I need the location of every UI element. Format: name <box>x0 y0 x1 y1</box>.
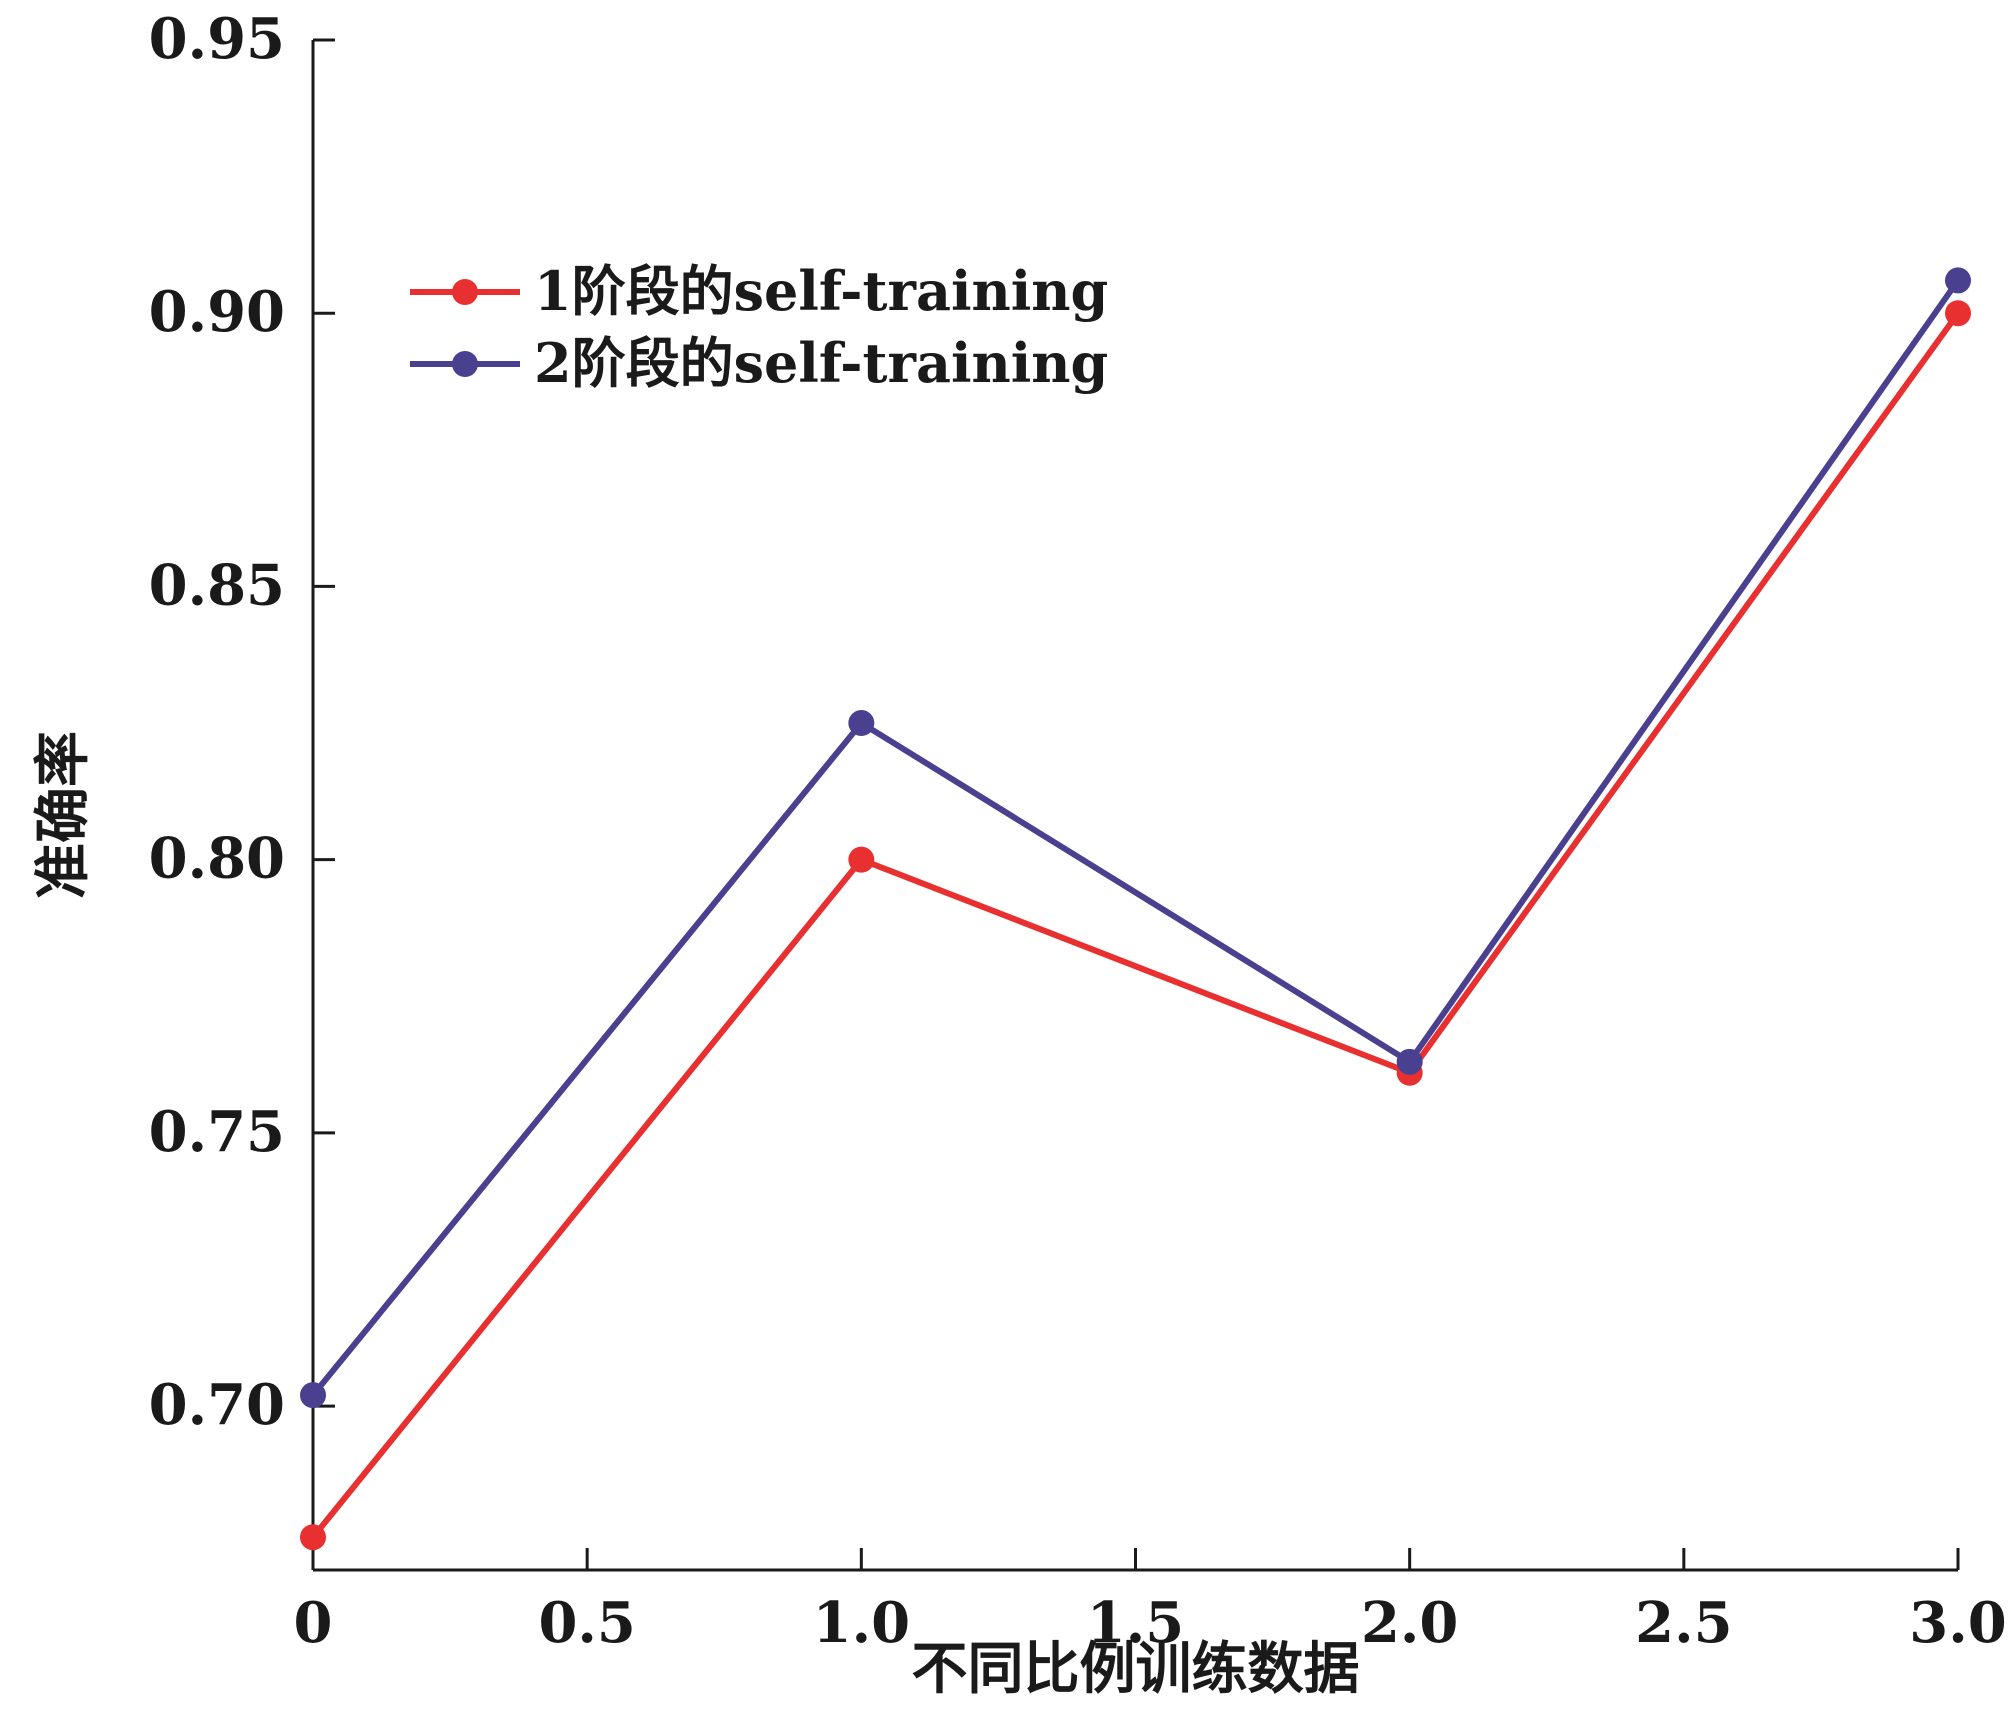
y-tick-label: 0.70 <box>149 1372 285 1438</box>
data-point <box>848 710 875 737</box>
x-tick-label: 0.5 <box>538 1590 635 1656</box>
data-point <box>300 1524 326 1551</box>
x-tick-label: 1.0 <box>813 1590 910 1656</box>
data-point <box>300 1382 326 1409</box>
legend-marker <box>452 351 478 377</box>
x-tick-label: 1.5 <box>1087 1590 1184 1656</box>
data-point <box>848 846 875 873</box>
legend-label: 1阶段的self-training <box>534 259 1108 323</box>
series-layer <box>300 267 1971 1551</box>
data-point <box>1945 300 1971 327</box>
x-tick-label: 2.0 <box>1361 1590 1458 1656</box>
series-line <box>310 311 1961 1540</box>
legend-label: 2阶段的self-training <box>534 331 1108 395</box>
data-point <box>1945 267 1971 294</box>
data-point <box>1396 1048 1423 1075</box>
x-ticks: 0 0.5 1.0 1.5 2.0 2.5 3.0 <box>294 1548 2007 1656</box>
y-tick-label: 0.80 <box>149 826 285 892</box>
legend-marker <box>452 279 478 305</box>
x-tick-label: 0 <box>294 1590 333 1656</box>
x-axis-title: 不同比例训练数据 <box>912 1636 1360 1702</box>
legend-item-2: 2阶段的self-training <box>410 331 1108 395</box>
legend: 1阶段的self-training 2阶段的self-training <box>410 259 1108 395</box>
y-tick-label: 0.95 <box>149 6 285 72</box>
y-tick-label: 0.90 <box>149 279 285 345</box>
series-line <box>310 278 1961 1398</box>
x-tick-label: 2.5 <box>1635 1590 1732 1656</box>
series-2 <box>300 267 1971 1409</box>
series-1 <box>300 300 1971 1551</box>
legend-item-1: 1阶段的self-training <box>410 259 1108 323</box>
x-tick-label: 3.0 <box>1909 1590 2006 1656</box>
y-ticks: 0.70 0.75 0.80 0.85 0.90 0.95 <box>149 6 335 1438</box>
y-tick-label: 0.75 <box>149 1099 285 1165</box>
y-axis-title: 准确率 <box>30 731 96 899</box>
y-tick-label: 0.85 <box>149 552 285 618</box>
